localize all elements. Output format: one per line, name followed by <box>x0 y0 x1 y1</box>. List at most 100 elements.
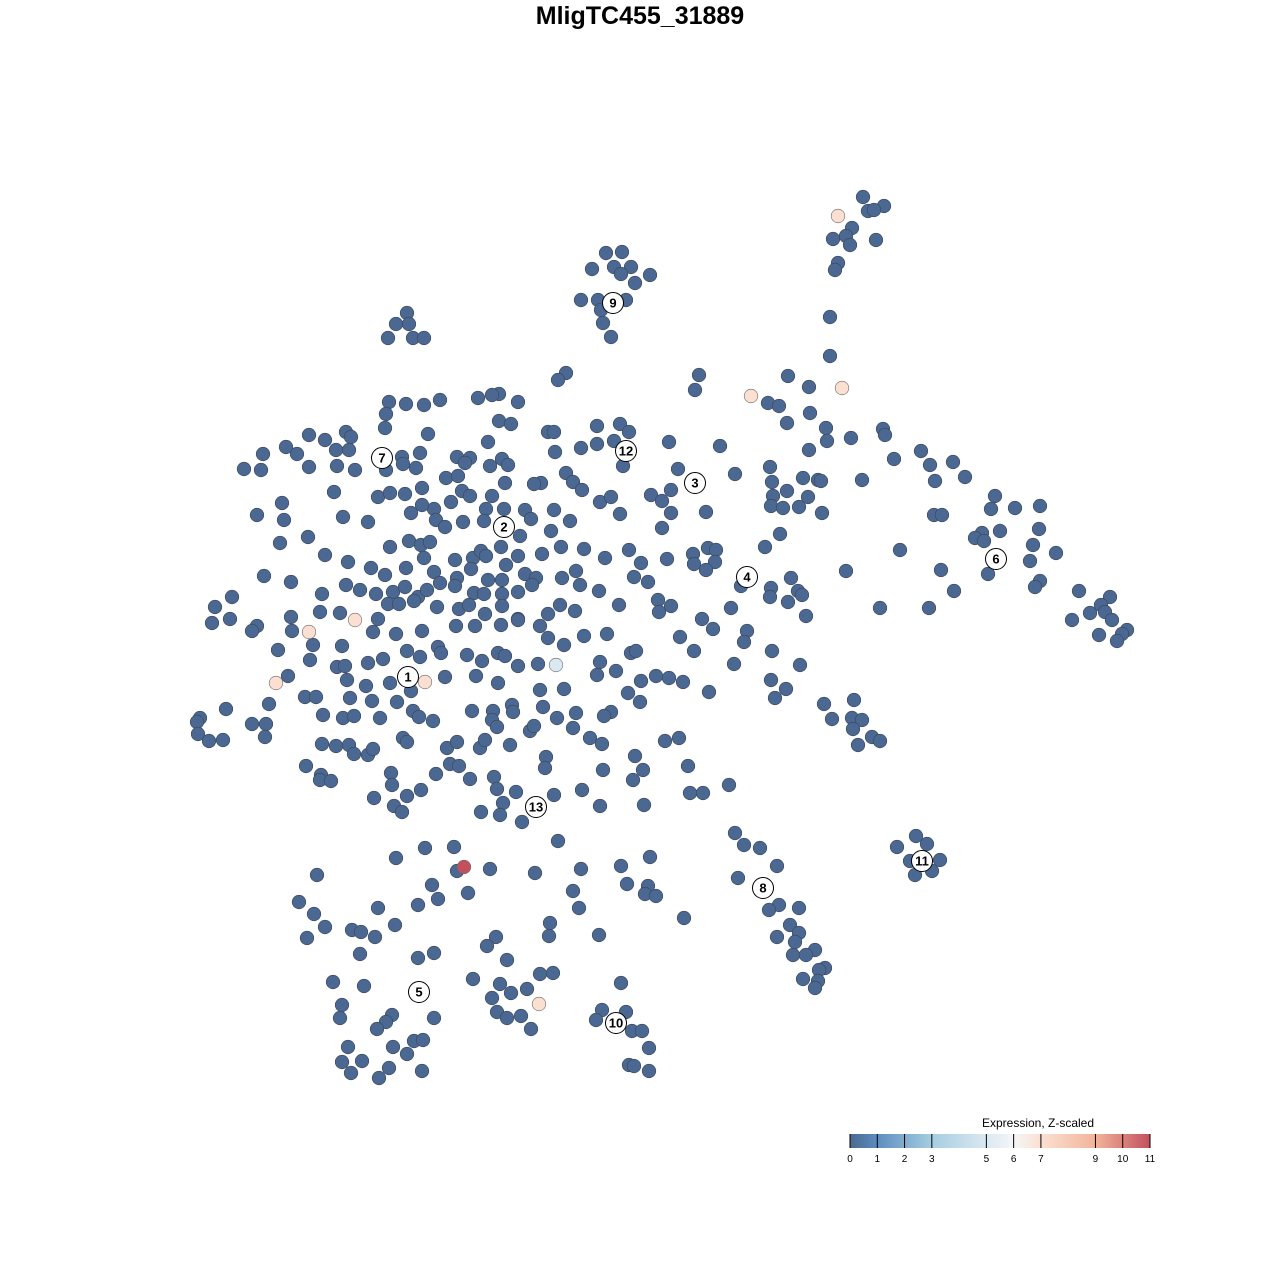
cluster-label-text: 3 <box>691 476 698 491</box>
data-point <box>479 938 495 954</box>
data-point <box>1064 612 1080 628</box>
data-point <box>339 672 355 688</box>
data-point <box>932 852 948 868</box>
data-point <box>648 668 664 684</box>
data-point <box>568 563 584 579</box>
data-point <box>397 579 413 595</box>
chart-title: MligTC455_31889 <box>535 2 745 30</box>
data-point <box>843 430 859 446</box>
data-point <box>222 611 238 627</box>
data-point <box>798 608 814 624</box>
data-point <box>433 645 449 661</box>
data-point <box>382 675 398 691</box>
data-point <box>258 716 274 732</box>
cluster-label-text: 12 <box>619 444 633 459</box>
legend-tick-label: 9 <box>1093 1154 1099 1165</box>
data-point <box>426 945 442 961</box>
data-point <box>410 897 426 913</box>
data-point <box>1032 498 1048 514</box>
cluster-label-badge <box>493 516 515 538</box>
data-point-highlighted <box>531 996 547 1012</box>
data-point <box>822 309 838 325</box>
cluster-label-badge <box>602 292 624 314</box>
cluster-label: 11 <box>911 850 933 872</box>
data-point <box>502 737 518 753</box>
data-point <box>612 416 628 432</box>
data-point <box>323 773 339 789</box>
data-point <box>589 418 605 434</box>
data-point <box>736 837 752 853</box>
data-point <box>818 420 834 436</box>
data-point <box>498 557 514 573</box>
data-point <box>779 415 795 431</box>
data-point <box>425 713 441 729</box>
data-point <box>592 654 608 670</box>
data-point <box>494 586 510 602</box>
data-point <box>274 495 290 511</box>
data-point <box>648 888 664 904</box>
legend-tick-label: 0 <box>847 1154 853 1165</box>
cluster-label-text: 5 <box>415 985 422 1000</box>
data-point <box>451 758 467 774</box>
data-point <box>798 947 814 963</box>
data-point <box>1027 579 1043 595</box>
data-point <box>477 606 493 622</box>
data-point <box>1091 627 1107 643</box>
data-point <box>621 542 637 558</box>
data-point <box>921 600 937 616</box>
data-point-highlighted <box>830 208 846 224</box>
data-point <box>377 567 393 583</box>
data-point <box>384 777 400 793</box>
data-point <box>814 505 830 521</box>
data-point <box>411 709 427 725</box>
data-point <box>582 730 598 746</box>
data-point <box>922 457 938 473</box>
data-point <box>889 839 905 855</box>
data-point <box>546 424 562 440</box>
data-point <box>573 440 589 456</box>
data-point <box>663 482 679 498</box>
data-point <box>484 990 500 1006</box>
data-point <box>430 891 446 907</box>
data-point <box>599 626 615 642</box>
cluster-label-badge <box>525 796 547 818</box>
data-point <box>913 443 929 459</box>
data-point <box>550 833 566 849</box>
data-point <box>412 445 428 461</box>
data-point <box>523 1021 539 1037</box>
data-point <box>283 609 299 625</box>
data-point <box>780 368 796 384</box>
data-point <box>752 840 768 856</box>
data-point <box>872 733 888 749</box>
data-point <box>987 488 1003 504</box>
data-point <box>343 1065 359 1081</box>
data-point <box>654 493 670 509</box>
data-point <box>595 315 611 331</box>
data-point <box>299 930 315 946</box>
data-point <box>736 634 752 650</box>
data-point <box>524 577 540 593</box>
points-layer <box>189 189 1135 1086</box>
data-point <box>346 746 362 762</box>
data-point <box>603 489 619 505</box>
data-point <box>398 396 414 412</box>
data-point <box>497 648 513 664</box>
data-point <box>446 839 462 855</box>
data-point <box>328 738 344 754</box>
cluster-label: 1 <box>397 666 419 688</box>
data-point <box>317 432 333 448</box>
data-point <box>301 427 317 443</box>
data-point <box>381 394 397 410</box>
data-point <box>757 539 773 555</box>
data-point <box>495 795 511 811</box>
data-point <box>189 714 205 730</box>
data-point <box>625 772 641 788</box>
data-point <box>701 684 717 700</box>
data-point <box>553 539 569 555</box>
data-point <box>244 623 260 639</box>
data-point <box>519 981 535 997</box>
data-point <box>414 497 430 513</box>
data-point <box>785 947 801 963</box>
